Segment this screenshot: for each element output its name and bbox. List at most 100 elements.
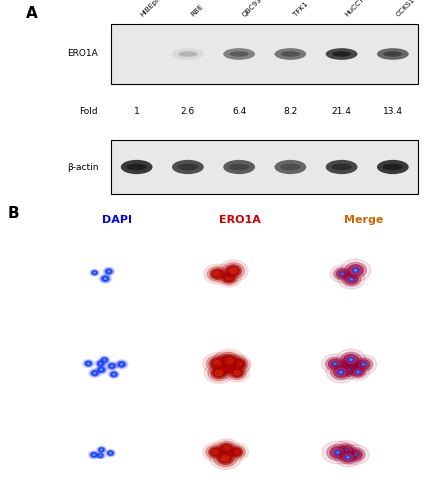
Circle shape — [336, 370, 344, 375]
Circle shape — [335, 349, 365, 370]
Circle shape — [347, 361, 363, 372]
Text: 1: 1 — [133, 108, 139, 116]
Circle shape — [349, 266, 360, 274]
Text: 2.6: 2.6 — [180, 108, 195, 116]
Circle shape — [345, 456, 349, 459]
Circle shape — [207, 365, 229, 381]
Circle shape — [98, 454, 103, 458]
Circle shape — [359, 362, 366, 367]
Circle shape — [354, 270, 356, 271]
Circle shape — [344, 262, 366, 278]
Circle shape — [325, 362, 355, 383]
Circle shape — [231, 448, 241, 456]
Circle shape — [226, 355, 250, 373]
Text: HuCCT1: HuCCT1 — [17, 272, 51, 281]
Circle shape — [340, 358, 356, 370]
Circle shape — [112, 373, 115, 376]
Ellipse shape — [229, 52, 248, 57]
Text: RBE: RBE — [190, 4, 204, 18]
Circle shape — [117, 361, 126, 368]
Circle shape — [91, 452, 97, 457]
Circle shape — [219, 358, 230, 366]
Circle shape — [110, 372, 117, 376]
Text: β-actin: β-actin — [66, 162, 98, 172]
Circle shape — [100, 369, 102, 370]
Circle shape — [352, 453, 357, 456]
Circle shape — [346, 456, 348, 458]
Circle shape — [104, 268, 113, 274]
Circle shape — [222, 360, 228, 364]
Circle shape — [362, 364, 363, 365]
Circle shape — [233, 450, 239, 454]
Circle shape — [89, 369, 101, 378]
Circle shape — [94, 372, 95, 374]
Ellipse shape — [325, 160, 357, 174]
Circle shape — [348, 278, 353, 281]
Circle shape — [222, 262, 244, 279]
Circle shape — [333, 363, 336, 365]
Text: 8.2: 8.2 — [282, 108, 297, 116]
Circle shape — [91, 370, 98, 376]
Circle shape — [328, 359, 341, 369]
Circle shape — [217, 356, 233, 368]
Text: ERO1A: ERO1A — [67, 50, 98, 58]
Circle shape — [219, 454, 231, 463]
Circle shape — [325, 357, 344, 370]
Circle shape — [340, 272, 344, 276]
Circle shape — [337, 270, 364, 289]
Circle shape — [229, 268, 236, 274]
Circle shape — [334, 368, 345, 376]
Circle shape — [205, 445, 225, 459]
Circle shape — [346, 369, 349, 371]
Ellipse shape — [121, 160, 152, 174]
Circle shape — [344, 368, 351, 372]
Circle shape — [98, 367, 104, 372]
Circle shape — [98, 362, 102, 365]
Circle shape — [329, 360, 339, 368]
Circle shape — [212, 450, 219, 454]
Circle shape — [333, 268, 350, 280]
Circle shape — [331, 362, 338, 366]
Circle shape — [106, 450, 114, 456]
Circle shape — [344, 450, 347, 452]
Circle shape — [213, 438, 239, 458]
Circle shape — [213, 368, 224, 377]
Circle shape — [353, 269, 356, 272]
Circle shape — [355, 370, 359, 374]
Circle shape — [343, 360, 352, 366]
Circle shape — [103, 358, 106, 362]
Circle shape — [349, 278, 352, 280]
Circle shape — [103, 277, 107, 280]
Circle shape — [354, 454, 355, 456]
Text: A: A — [26, 6, 37, 21]
Circle shape — [215, 370, 222, 376]
Circle shape — [211, 359, 223, 368]
Circle shape — [352, 268, 357, 272]
Circle shape — [345, 361, 351, 366]
Circle shape — [213, 361, 221, 366]
Circle shape — [361, 364, 364, 366]
Circle shape — [222, 446, 229, 451]
Text: TFK1: TFK1 — [292, 1, 309, 18]
Circle shape — [92, 454, 95, 456]
Circle shape — [99, 274, 111, 283]
Circle shape — [213, 350, 244, 372]
Circle shape — [348, 450, 361, 460]
Circle shape — [95, 366, 107, 374]
Circle shape — [356, 360, 369, 370]
Circle shape — [219, 272, 237, 284]
Circle shape — [335, 452, 339, 454]
Circle shape — [100, 455, 101, 456]
Circle shape — [231, 369, 242, 376]
Circle shape — [233, 360, 243, 368]
Circle shape — [202, 442, 228, 462]
Circle shape — [99, 454, 102, 456]
Circle shape — [98, 448, 104, 452]
Text: ERO1A: ERO1A — [219, 215, 261, 225]
Bar — [111, 140, 417, 194]
Circle shape — [346, 362, 350, 365]
Circle shape — [342, 359, 354, 368]
Circle shape — [101, 358, 107, 362]
Ellipse shape — [376, 160, 408, 174]
Circle shape — [216, 441, 236, 456]
